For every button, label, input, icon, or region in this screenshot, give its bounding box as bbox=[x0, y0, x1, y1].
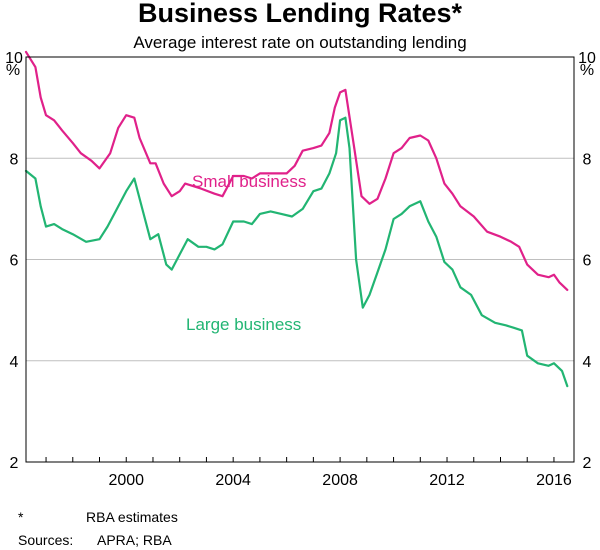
footnote-asterisk: * bbox=[18, 509, 24, 525]
series-line-small-business bbox=[24, 50, 569, 291]
sources-text: APRA; RBA bbox=[97, 532, 172, 548]
x-tick-marks bbox=[45, 457, 555, 462]
chart-subtitle: Average interest rate on outstanding len… bbox=[133, 33, 466, 52]
series-label-large-business: Large business bbox=[186, 315, 301, 334]
x-tick-label-2008: 2008 bbox=[322, 472, 358, 489]
y-tick-labels: 2 2 4 4 6 6 8 8 10 10 bbox=[5, 50, 596, 472]
x-tick-label-2000: 2000 bbox=[108, 472, 144, 489]
y-unit-right: % bbox=[580, 62, 594, 79]
y-unit-left: % bbox=[6, 62, 20, 79]
y-tick-label-left: 8 bbox=[10, 151, 19, 168]
y-tick-label-left: 10 bbox=[5, 50, 23, 67]
footnote-asterisk-text: RBA estimates bbox=[86, 509, 178, 525]
y-tick-label-right: 6 bbox=[583, 253, 592, 270]
y-tick-label-left: 6 bbox=[10, 253, 19, 270]
x-tick-label-2012: 2012 bbox=[429, 472, 465, 489]
series-line-large-business bbox=[24, 116, 569, 388]
y-tick-label-left: 2 bbox=[10, 455, 19, 472]
y-tick-label-right: 10 bbox=[578, 50, 596, 67]
x-tick-labels: 2000 2004 2008 2012 2016 bbox=[108, 472, 571, 489]
plot-frame bbox=[25, 56, 575, 463]
gridlines bbox=[26, 157, 574, 362]
y-tick-label-right: 8 bbox=[583, 151, 592, 168]
series-lines bbox=[24, 50, 569, 388]
y-tick-label-right: 4 bbox=[583, 354, 592, 371]
x-tick-label-2016: 2016 bbox=[536, 472, 572, 489]
y-tick-label-right: 2 bbox=[583, 455, 592, 472]
sources-label: Sources: bbox=[18, 532, 73, 548]
y-tick-label-left: 4 bbox=[10, 354, 19, 371]
series-label-small-business: Small business bbox=[192, 172, 306, 191]
x-tick-label-2004: 2004 bbox=[215, 472, 251, 489]
chart-title: Business Lending Rates* bbox=[138, 0, 463, 28]
